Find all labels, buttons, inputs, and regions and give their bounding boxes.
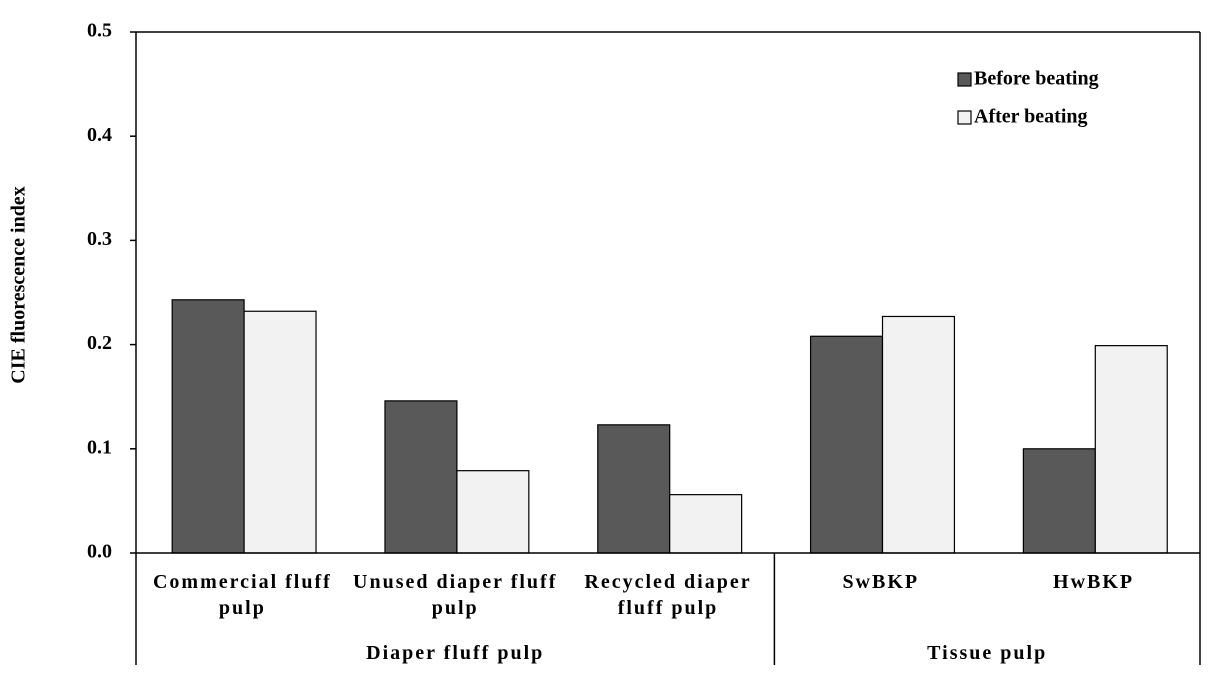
legend-swatch <box>957 72 972 87</box>
legend-label: After beating <box>974 106 1088 128</box>
legend-swatch <box>957 110 972 125</box>
bar <box>456 470 530 554</box>
bar <box>243 310 317 554</box>
y-tick-label: 0.1 <box>87 436 112 458</box>
bar <box>171 299 245 554</box>
y-axis-title: CIE fluorescence index <box>8 186 30 383</box>
y-tick-label: 0.4 <box>87 124 112 146</box>
x-tick-label: Commercial fluff pulp <box>152 571 332 619</box>
x-tick-label: SwBKP <box>842 571 920 593</box>
bar <box>669 494 743 554</box>
y-tick-label: 0.5 <box>87 20 112 42</box>
bar <box>809 335 884 554</box>
y-tick-label: 0.2 <box>87 332 112 354</box>
group-label: Tissue pulp <box>927 642 1048 664</box>
bar <box>384 400 458 554</box>
bar <box>1094 345 1168 554</box>
y-tick-label: 0.3 <box>87 228 112 250</box>
bar <box>881 315 956 554</box>
x-tick-label: HwBKP <box>1053 571 1135 593</box>
y-tick-label: 0.0 <box>87 541 112 563</box>
bar <box>597 424 671 554</box>
bar <box>1022 448 1096 554</box>
x-tick-label: Recycled diaper fluff pulp <box>584 571 752 619</box>
group-label: Diaper fluff pulp <box>366 642 545 664</box>
x-tick-label: Unused diaper fluff pulp <box>353 571 558 619</box>
legend-label: Before beating <box>974 68 1099 90</box>
